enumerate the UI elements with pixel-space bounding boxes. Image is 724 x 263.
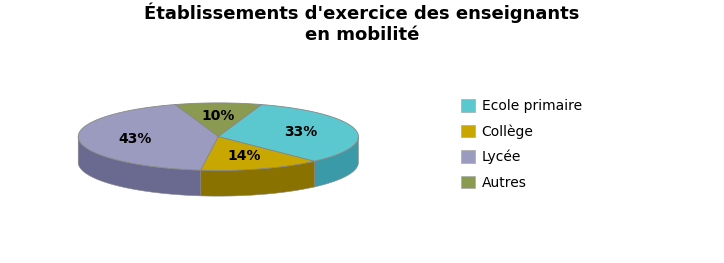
Polygon shape: [78, 105, 219, 170]
Text: 10%: 10%: [201, 109, 235, 123]
Polygon shape: [78, 137, 201, 196]
Polygon shape: [314, 137, 358, 187]
Legend: Ecole primaire, Collège, Lycée, Autres: Ecole primaire, Collège, Lycée, Autres: [455, 94, 587, 195]
Polygon shape: [175, 103, 261, 137]
Polygon shape: [219, 137, 314, 187]
Text: 43%: 43%: [118, 132, 151, 145]
Polygon shape: [201, 137, 314, 170]
Polygon shape: [219, 137, 314, 187]
Polygon shape: [219, 105, 358, 161]
Text: Établissements d'exercice des enseignants
en mobilité: Établissements d'exercice des enseignant…: [144, 3, 580, 44]
Polygon shape: [201, 137, 219, 196]
Polygon shape: [201, 137, 219, 196]
Text: 33%: 33%: [284, 125, 317, 139]
Polygon shape: [201, 161, 314, 196]
Text: 14%: 14%: [227, 149, 261, 163]
